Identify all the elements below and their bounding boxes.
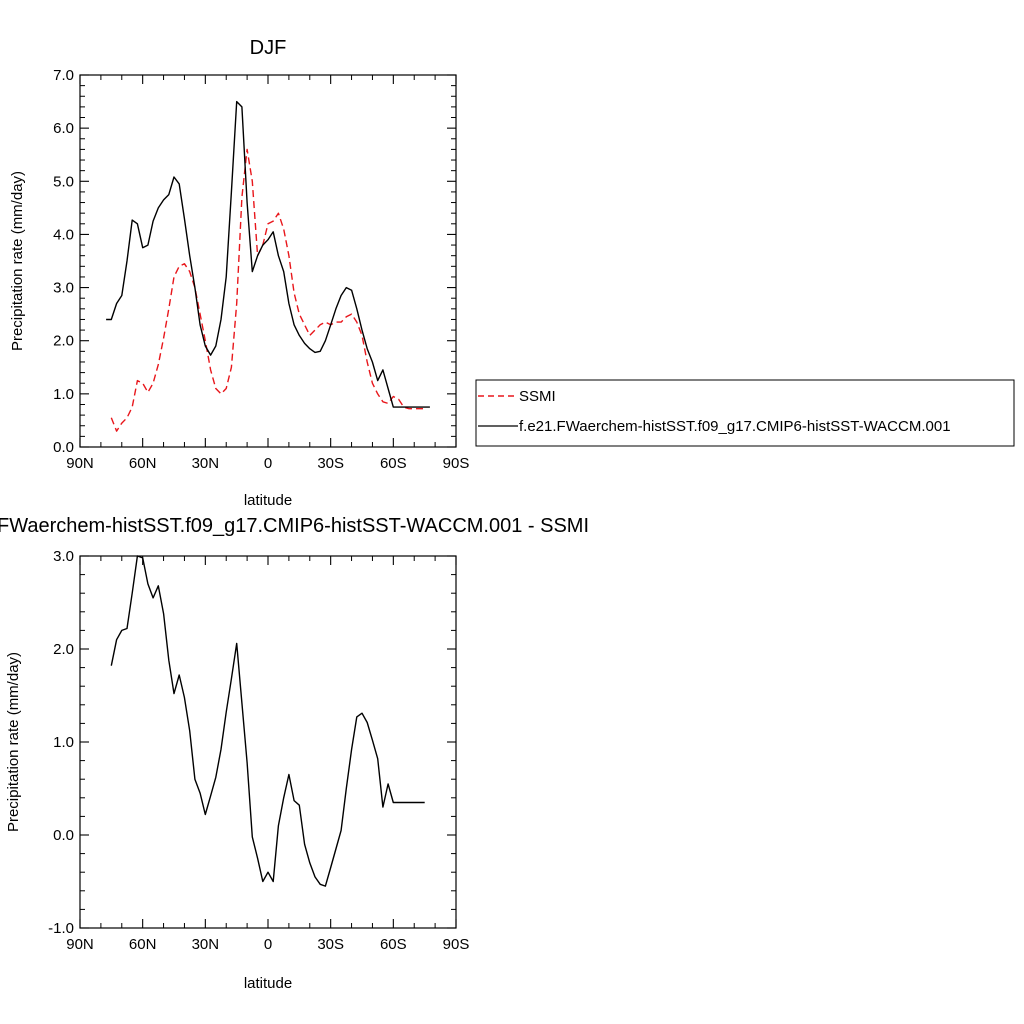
y-tick-label: 0.0: [53, 827, 74, 844]
chart-top: DJF 0.0 1.0 2.0 3.0 4.0 5.0 6.0 7.0 90N 60N 30N 0 3…: [9, 37, 469, 509]
x-tick-label: 60S: [380, 455, 407, 472]
legend: SSMI f.e21.FWaerchem-histSST.f09_g17.CMI…: [475, 379, 1015, 447]
y-tick-label: 4.0: [53, 226, 74, 243]
legend-box: [475, 379, 1015, 447]
y-axis-label: Precipitation rate (mm/day): [9, 171, 26, 351]
x-tick-label: 0: [264, 455, 272, 472]
y-tick-label: 2.0: [53, 641, 74, 658]
legend-label-model: f.e21.FWaerchem-histSST.f09_g17.CMIP6-hi…: [519, 418, 951, 435]
x-axis-ticks: 90N 60N 30N 0 30S 60S 90S: [66, 556, 469, 953]
series-lines: [106, 100, 430, 432]
y-tick-label: 5.0: [53, 173, 74, 190]
y-tick-label: 3.0: [53, 548, 74, 565]
legend-label-ssmi: SSMI: [519, 388, 556, 405]
y-axis-label: Precipitation rate (mm/day): [5, 652, 22, 832]
x-tick-label: 90N: [66, 455, 94, 472]
x-tick-label: 60S: [380, 936, 407, 953]
y-axis-ticks: -1.0 0.0 1.0 2.0 3.0: [48, 548, 456, 937]
y-axis-ticks: 0.0 1.0 2.0 3.0 4.0 5.0 6.0 7.0: [53, 67, 456, 456]
x-tick-label: 0: [264, 936, 272, 953]
x-axis-label: latitude: [244, 975, 292, 992]
y-tick-label: 3.0: [53, 280, 74, 297]
y-tick-label: 2.0: [53, 333, 74, 350]
x-axis-label: latitude: [244, 492, 292, 509]
x-tick-label: 90S: [443, 936, 470, 953]
chart-title: f.e21.FWaerchem-histSST.f09_g17.CMIP6-hi…: [0, 515, 589, 537]
x-tick-label: 30N: [192, 936, 220, 953]
y-tick-label: 7.0: [53, 67, 74, 84]
series-line-0: [110, 555, 425, 887]
x-axis-ticks: 90N 60N 30N 0 30S 60S 90S: [66, 75, 469, 472]
y-tick-label: -1.0: [48, 920, 74, 937]
x-tick-label: 60N: [129, 455, 157, 472]
x-tick-label: 90S: [443, 455, 470, 472]
y-tick-label: 1.0: [53, 734, 74, 751]
x-tick-label: 90N: [66, 936, 94, 953]
x-tick-label: 30S: [317, 936, 344, 953]
series-line-1: [106, 100, 430, 408]
x-tick-label: 30N: [192, 455, 220, 472]
chart-bottom: f.e21.FWaerchem-histSST.f09_g17.CMIP6-hi…: [0, 515, 589, 992]
x-tick-label: 30S: [317, 455, 344, 472]
series-lines: [110, 555, 425, 887]
y-tick-label: 6.0: [53, 120, 74, 137]
series-line-0: [110, 148, 425, 432]
chart-title: DJF: [250, 37, 287, 59]
plot-frame: [79, 74, 457, 448]
y-tick-label: 1.0: [53, 386, 74, 403]
y-tick-label: 0.0: [53, 439, 74, 456]
x-tick-label: 60N: [129, 936, 157, 953]
